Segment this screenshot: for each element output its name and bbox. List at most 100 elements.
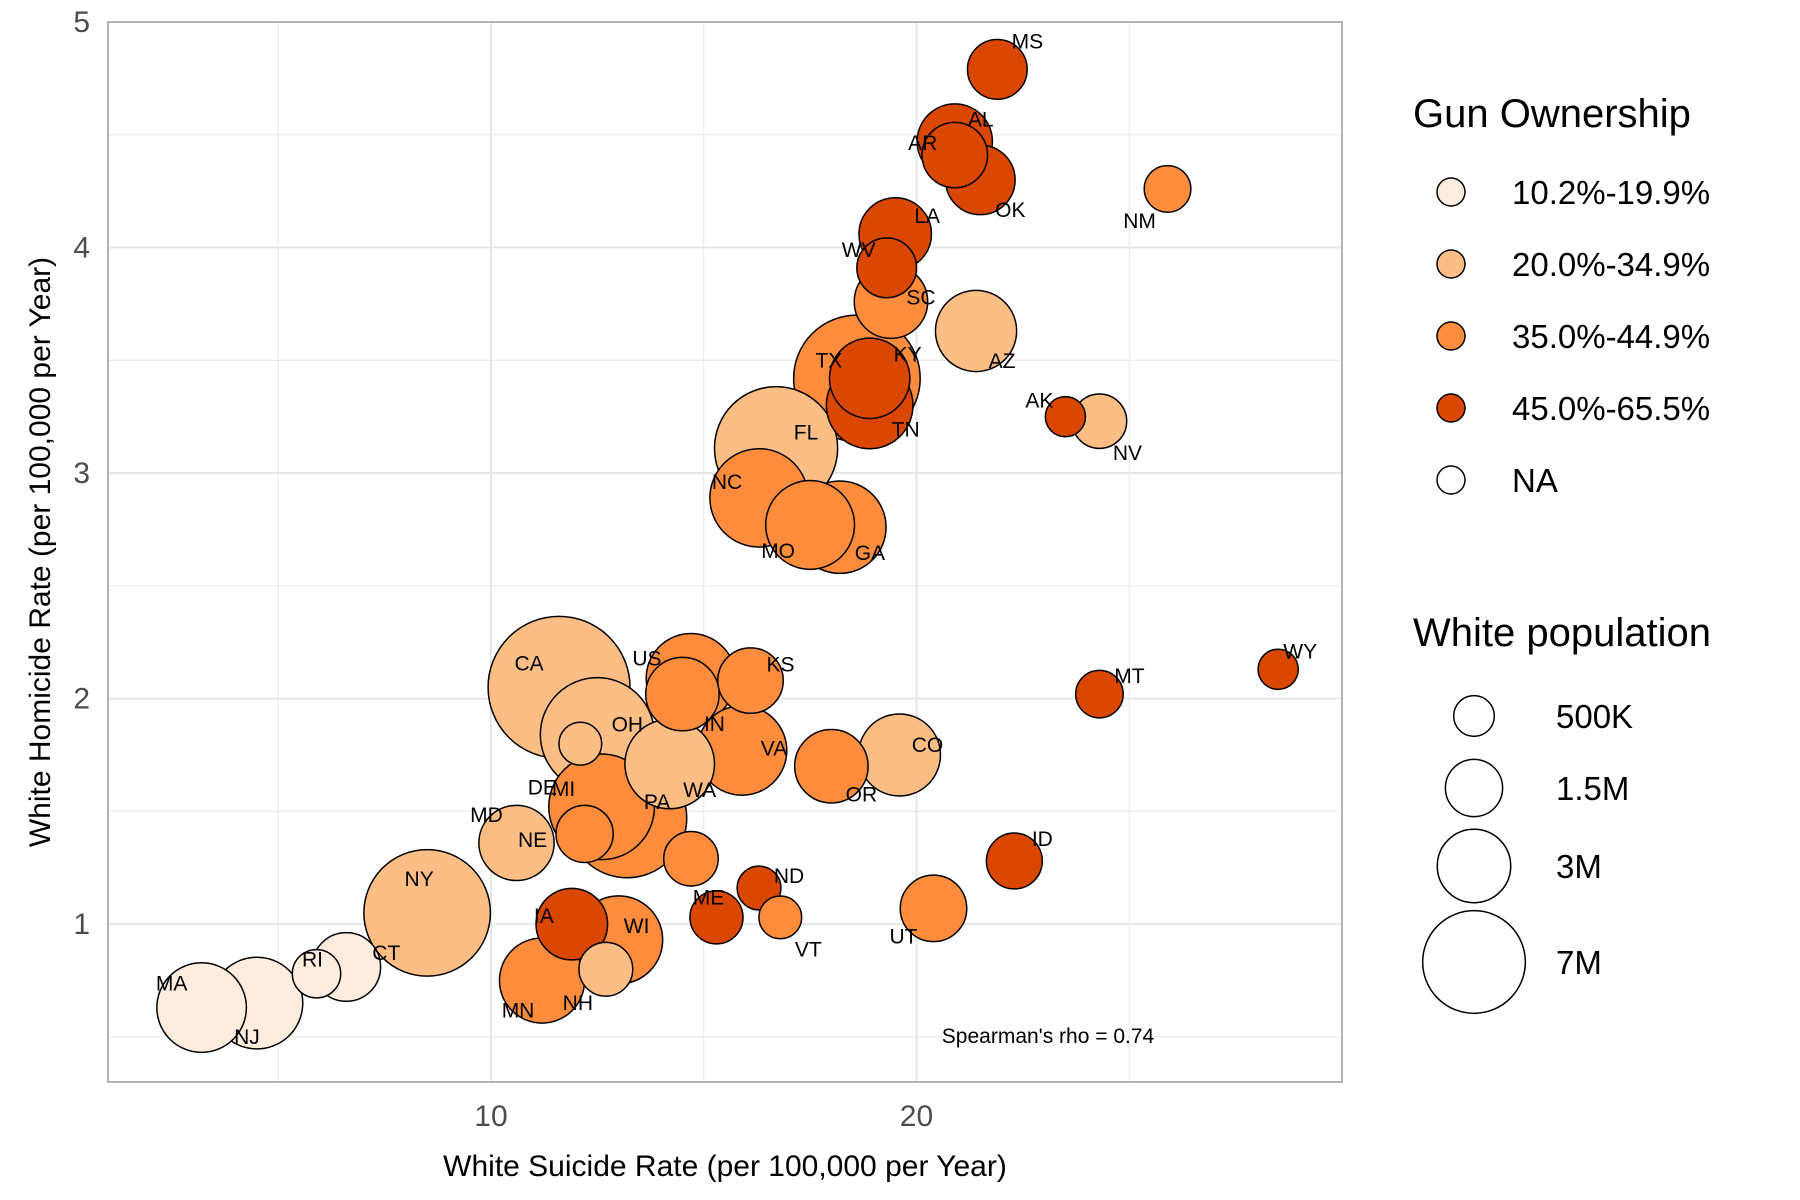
point-label: NV [1113,442,1142,465]
data-point [662,830,719,887]
data-point [793,728,869,804]
color-legend-key [1436,249,1466,279]
point-label: PA [644,791,670,814]
data-point [899,874,968,943]
point-labels: MS AL AR OK NM LA WV SC AZ KY TX TN AK NV FL NC MO GA WY US… [156,30,1317,1049]
data-point [966,38,1028,100]
size-legend-title: White population [1413,611,1711,655]
data-point [1074,669,1124,719]
color-legend: Gun Ownership 10.2%-19.9% 20.0%-34.9% 35.0… [1413,92,1710,499]
plot-panel-border [107,21,1343,1083]
color-legend-label: 45.0%-65.5% [1512,390,1710,427]
size-legend: White population 500K 1.5M 3M 7M [1413,611,1711,1015]
data-point [558,721,603,766]
point-label: SC [906,287,935,310]
y-tick-label: 2 [73,683,90,716]
size-legend-key [1444,758,1504,818]
point-label: NC [712,471,742,494]
point-label: NE [518,829,547,852]
point-label: MI [552,778,575,801]
size-legend-key [1421,909,1527,1015]
point-label: CO [912,734,944,757]
point-label: ME [693,886,725,909]
data-point [758,895,803,940]
data-point [555,804,614,864]
color-legend-key [1436,465,1466,495]
point-label: NM [1123,210,1156,233]
point-label: VT [795,938,822,961]
data-point [363,848,492,977]
point-label: TX [815,349,842,372]
data-point [934,289,1018,373]
point-label: KS [767,654,795,677]
point-label: IN [704,713,725,736]
data-point [535,887,609,961]
data-point [156,962,248,1054]
data-point [985,832,1044,890]
size-legend-label: 500K [1556,698,1633,735]
data-point [644,656,720,732]
point-label: OR [846,783,878,806]
color-legend-label: 20.0%-34.9% [1512,246,1710,283]
point-label: CT [372,942,400,965]
color-legend-label: 35.0%-44.9% [1512,318,1710,355]
point-label: ND [774,865,804,888]
point-label: ID [1032,828,1053,851]
point-label: RI [302,949,323,972]
axis-tick-labels: 10 20 1 2 3 4 5 [73,6,933,1133]
data-point [921,121,989,189]
size-legend-label: 3M [1556,848,1602,885]
point-label: DE [528,777,557,800]
point-label: AL [968,109,994,132]
size-legend-label: 7M [1556,944,1602,981]
y-axis-title: White Homicide Rate (per 100,000 per Yea… [24,257,57,847]
point-label: WY [1283,640,1317,663]
y-tick-label: 3 [73,457,90,490]
color-legend-key [1436,321,1466,351]
point-label: FL [794,421,819,444]
y-tick-label: 1 [73,908,90,941]
point-label: KY [894,343,922,366]
point-label: NY [405,868,434,891]
point-label: MS [1012,30,1044,53]
point-label: OK [995,199,1025,222]
point-label: AK [1025,390,1053,413]
point-label: WI [624,915,650,938]
data-point [1143,164,1192,213]
data-point [828,337,911,420]
point-label: MD [470,804,503,827]
y-tick-label: 4 [73,232,90,265]
point-label: OH [612,714,644,737]
data-points [156,38,1300,1054]
point-label: MA [156,973,188,996]
point-label: NH [563,992,593,1015]
data-point [856,237,918,299]
x-tick-label: 10 [474,1100,507,1133]
point-label: WA [683,779,716,802]
data-point [1044,395,1087,438]
size-legend-key [1436,828,1512,904]
point-label: CA [514,652,543,675]
color-legend-label: 10.2%-19.9% [1512,174,1710,211]
point-label: WV [842,239,876,262]
point-label: TN [892,418,920,441]
color-legend-key [1436,393,1466,423]
point-label: AZ [989,350,1016,373]
spearman-annotation: Spearman's rho = 0.74 [942,1025,1155,1048]
data-point [717,647,785,715]
point-label: IA [534,905,554,928]
data-point [1257,648,1300,691]
size-legend-key [1452,694,1496,738]
x-axis-title: White Suicide Rate (per 100,000 per Year… [443,1150,1007,1183]
point-label: AR [908,132,937,155]
data-point [291,948,342,999]
color-legend-title: Gun Ownership [1413,92,1691,136]
point-label: LA [914,205,940,228]
point-label: MO [761,540,795,563]
x-tick-label: 20 [900,1100,933,1133]
color-legend-key [1436,177,1466,207]
data-point [764,479,856,571]
color-legend-label: NA [1512,462,1558,499]
point-label: UT [890,925,918,948]
